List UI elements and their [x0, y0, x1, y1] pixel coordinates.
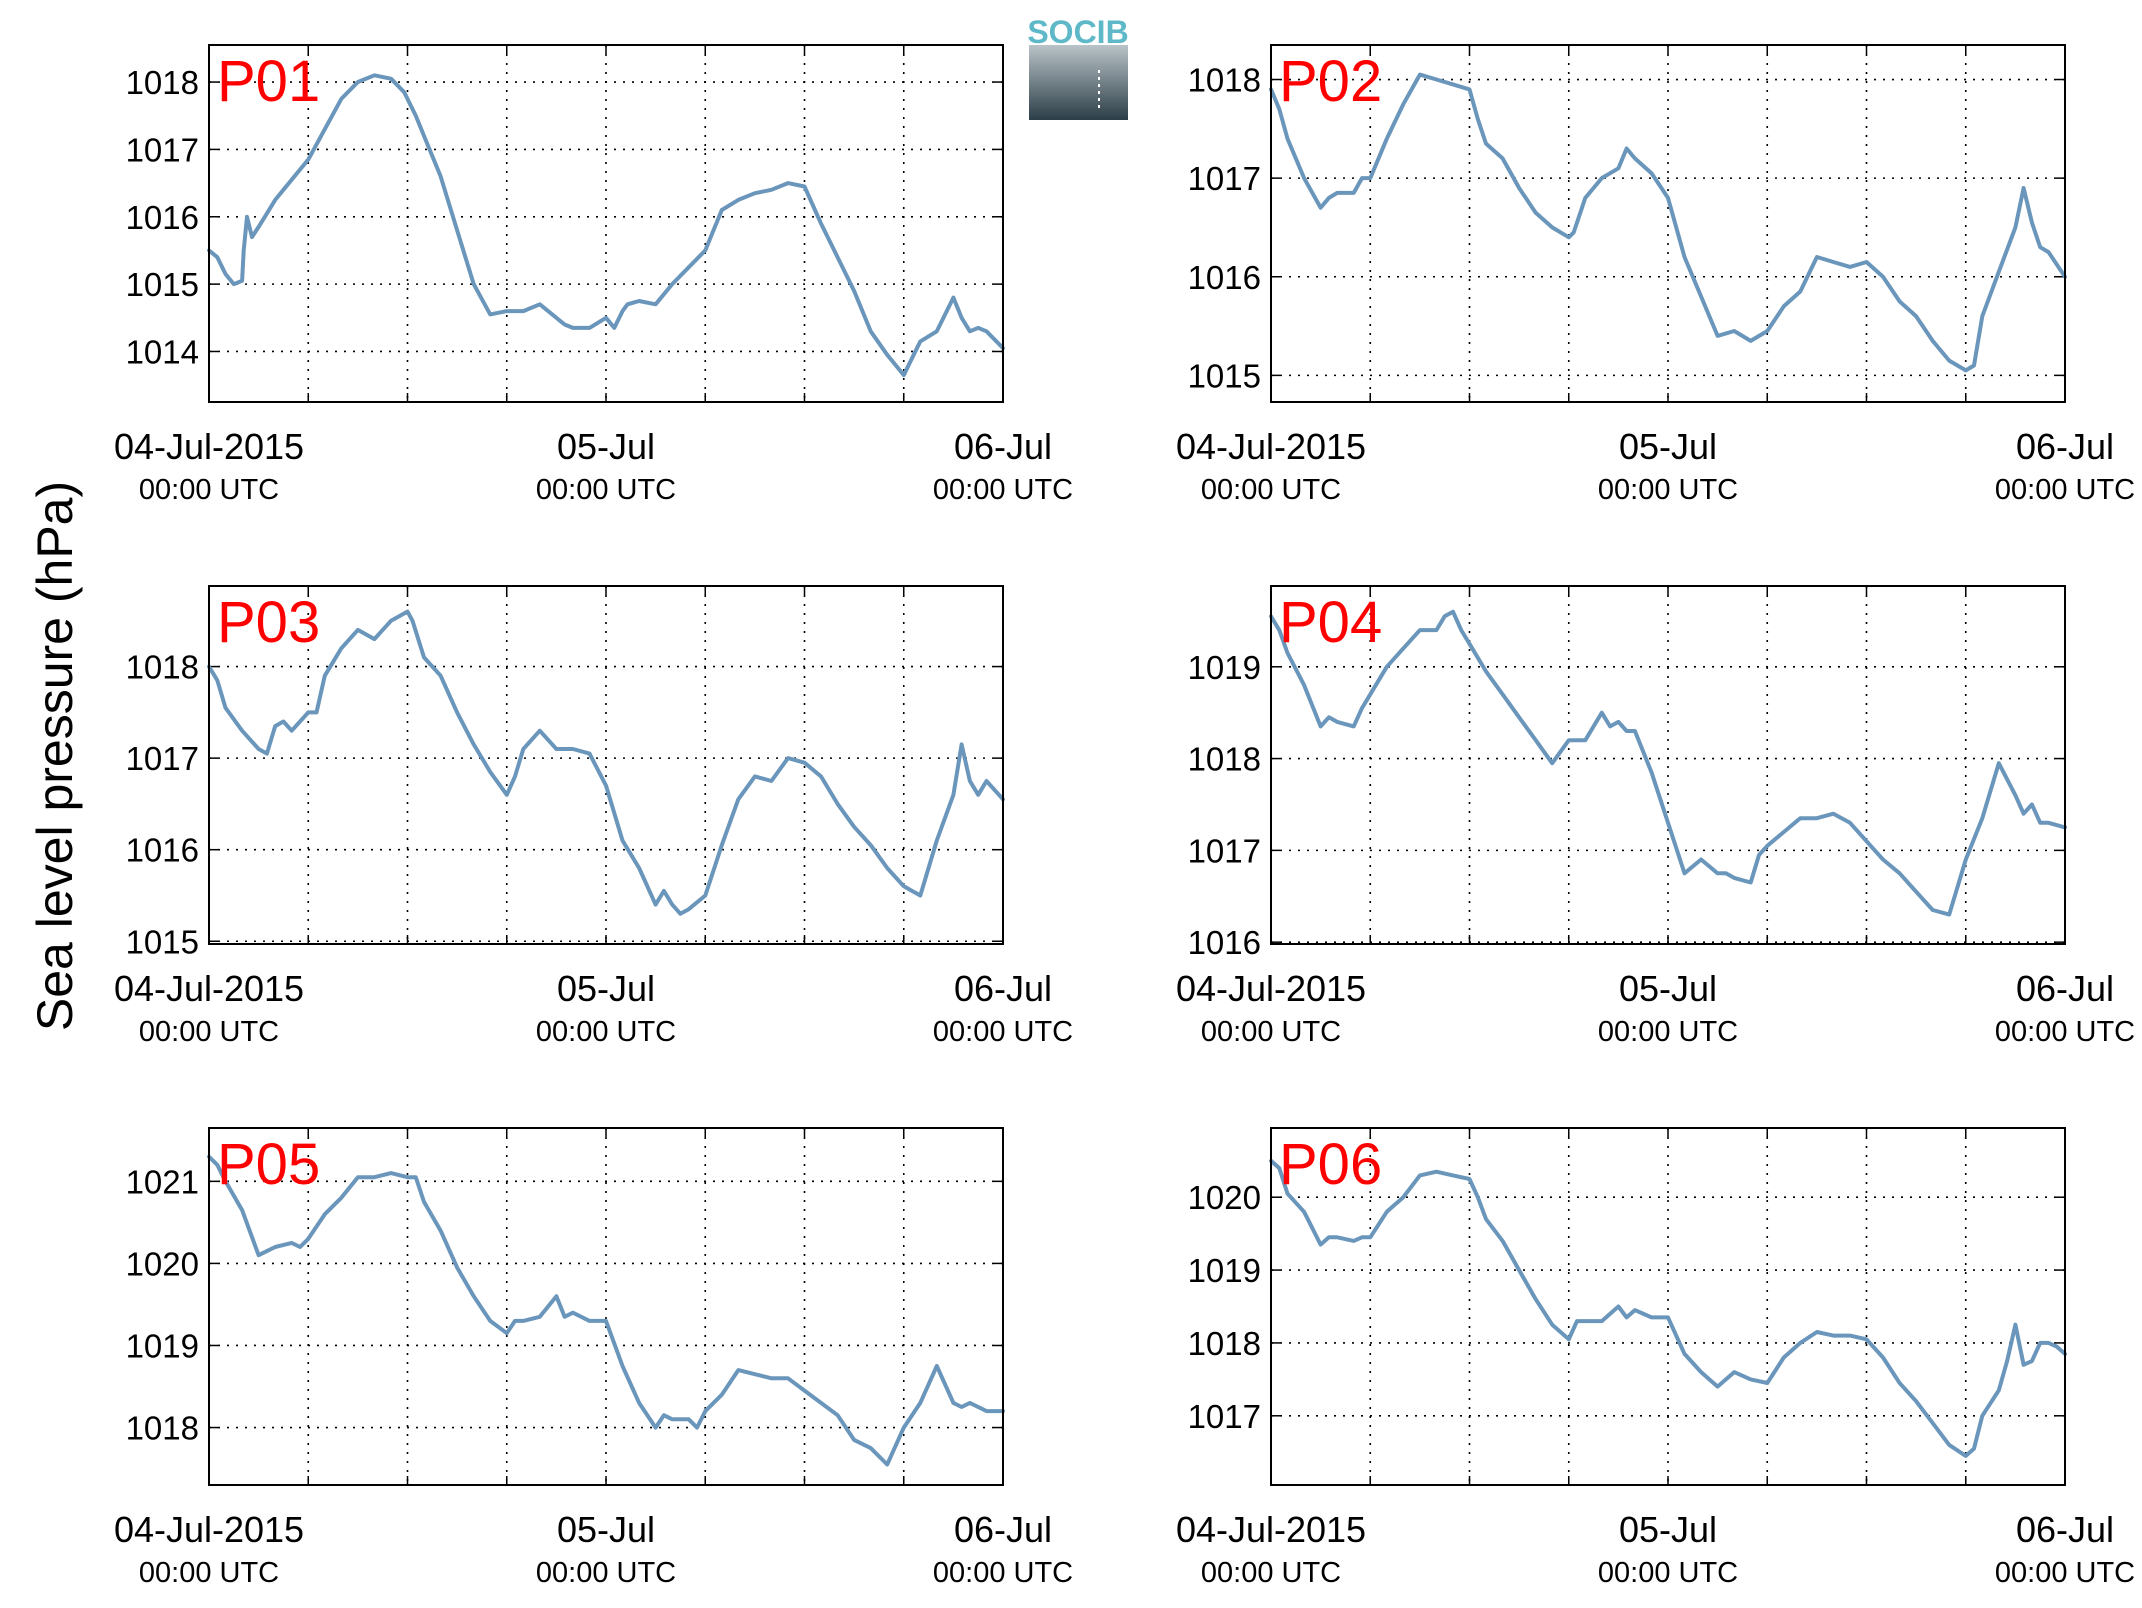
x-tick-label: 06-Jul: [954, 968, 1052, 1009]
panel-label: P03: [217, 590, 320, 655]
x-tick-label: 04-Jul-2015: [114, 1509, 304, 1550]
logo-text: SOCIB: [1027, 14, 1128, 50]
series-line-p02: [1269, 72, 2067, 373]
y-tick-label: 1018: [126, 649, 199, 686]
panel-p01: 1014 1015 1016 1017 1018 P01 04-Jul-2015 00:00 …: [114, 44, 1073, 506]
series-line-p05: [207, 1154, 1005, 1467]
x-tick-sublabel: 00:00 UTC: [1995, 474, 2135, 506]
axes-frame: [208, 585, 1004, 945]
panel-label: P04: [1279, 590, 1382, 655]
y-tick-label: 1016: [1188, 259, 1261, 296]
series-line-p04: [1269, 609, 2067, 917]
x-tick-label: 06-Jul: [954, 1509, 1052, 1550]
x-tick-label: 04-Jul-2015: [114, 426, 304, 467]
y-tick-label: 1015: [126, 266, 199, 303]
panels: 1014 1015 1016 1017 1018 P01 04-Jul-2015 00:00 …: [114, 44, 2135, 1589]
y-tick-label: 1018: [1188, 741, 1261, 778]
x-tick-sublabel: 00:00 UTC: [1201, 1557, 1341, 1589]
y-tick-label: 1018: [1188, 62, 1261, 99]
x-tick-label: 05-Jul: [557, 426, 655, 467]
axes-frame: [208, 44, 1004, 403]
x-tick-sublabel: 00:00 UTC: [536, 1016, 676, 1048]
panel-label: P02: [1279, 49, 1382, 114]
x-tick-label: 05-Jul: [557, 968, 655, 1009]
y-tick-label: 1020: [1188, 1179, 1261, 1216]
socib-logo: SOCIB: [1027, 14, 1129, 120]
panel-p02: 1015 1016 1017 1018 P02 04-Jul-2015 00:00 UTC 0…: [1176, 44, 2135, 506]
y-tick-label: 1014: [126, 333, 199, 370]
axes-frame: [208, 1127, 1004, 1486]
y-tick-label: 1017: [1188, 1398, 1261, 1435]
x-tick-sublabel: 00:00 UTC: [1201, 474, 1341, 506]
logo-image: [1029, 45, 1128, 120]
y-tick-label: 1019: [1188, 1252, 1261, 1289]
panel-p04: 1016 1017 1018 1019 P04 04-Jul-2015 00:00 UTC 0…: [1176, 585, 2135, 1048]
panel-p03: 1015 1016 1017 1018 P03 04-Jul-2015 00:00 UTC 0…: [114, 585, 1073, 1048]
y-tick-label: 1018: [126, 64, 199, 101]
panel-label: P05: [217, 1132, 320, 1197]
y-tick-label: 1019: [126, 1327, 199, 1364]
x-tick-sublabel: 00:00 UTC: [1201, 1016, 1341, 1048]
x-tick-label: 06-Jul: [2016, 1509, 2114, 1550]
panel-label: P06: [1279, 1132, 1382, 1197]
x-tick-sublabel: 00:00 UTC: [536, 474, 676, 506]
x-tick-label: 06-Jul: [2016, 426, 2114, 467]
x-tick-sublabel: 00:00 UTC: [139, 1557, 279, 1589]
series-line-p03: [207, 609, 1005, 916]
y-tick-label: 1021: [126, 1163, 199, 1200]
x-tick-label: 06-Jul: [2016, 968, 2114, 1009]
x-tick-label: 04-Jul-2015: [114, 968, 304, 1009]
panel-p05: 1018 1019 1020 1021 P05 04-Jul-2015 00:00 UTC 0…: [114, 1127, 1073, 1589]
x-tick-label: 04-Jul-2015: [1176, 1509, 1366, 1550]
x-tick-label: 04-Jul-2015: [1176, 968, 1366, 1009]
y-tick-label: 1019: [1188, 649, 1261, 686]
y-tick-label: 1017: [126, 740, 199, 777]
x-tick-sublabel: 00:00 UTC: [139, 1016, 279, 1048]
x-tick-label: 06-Jul: [954, 426, 1052, 467]
y-tick-label: 1018: [126, 1410, 199, 1447]
y-tick-label: 1020: [126, 1245, 199, 1282]
y-tick-label: 1018: [1188, 1325, 1261, 1362]
y-tick-label: 1016: [1188, 924, 1261, 961]
x-tick-label: 05-Jul: [1619, 968, 1717, 1009]
y-tick-label: 1015: [126, 923, 199, 960]
x-tick-sublabel: 00:00 UTC: [1995, 1016, 2135, 1048]
y-tick-label: 1017: [1188, 832, 1261, 869]
x-tick-sublabel: 00:00 UTC: [933, 1016, 1073, 1048]
series-line-p06: [1269, 1158, 2067, 1458]
panel-p06: 1017 1018 1019 1020 P06 04-Jul-2015 00:00 UTC 0…: [1176, 1127, 2135, 1589]
x-tick-sublabel: 00:00 UTC: [1598, 1016, 1738, 1048]
y-tick-label: 1017: [126, 131, 199, 168]
x-tick-label: 04-Jul-2015: [1176, 426, 1366, 467]
y-axis-label: Sea level pressure (hPa): [27, 481, 83, 1031]
x-tick-sublabel: 00:00 UTC: [1995, 1557, 2135, 1589]
series-line-p01: [207, 73, 1005, 378]
x-tick-sublabel: 00:00 UTC: [536, 1557, 676, 1589]
axes-frame: [1270, 585, 2066, 945]
x-tick-label: 05-Jul: [557, 1509, 655, 1550]
x-tick-sublabel: 00:00 UTC: [933, 1557, 1073, 1589]
x-tick-sublabel: 00:00 UTC: [933, 474, 1073, 506]
y-tick-label: 1016: [126, 199, 199, 236]
x-tick-label: 05-Jul: [1619, 426, 1717, 467]
axes-frame: [1270, 44, 2066, 403]
axes-frame: [1270, 1127, 2066, 1486]
y-tick-label: 1016: [126, 832, 199, 869]
x-tick-sublabel: 00:00 UTC: [139, 474, 279, 506]
x-tick-sublabel: 00:00 UTC: [1598, 1557, 1738, 1589]
x-tick-label: 05-Jul: [1619, 1509, 1717, 1550]
x-tick-sublabel: 00:00 UTC: [1598, 474, 1738, 506]
panel-label: P01: [217, 49, 320, 114]
y-tick-label: 1017: [1188, 160, 1261, 197]
y-tick-label: 1015: [1188, 357, 1261, 394]
